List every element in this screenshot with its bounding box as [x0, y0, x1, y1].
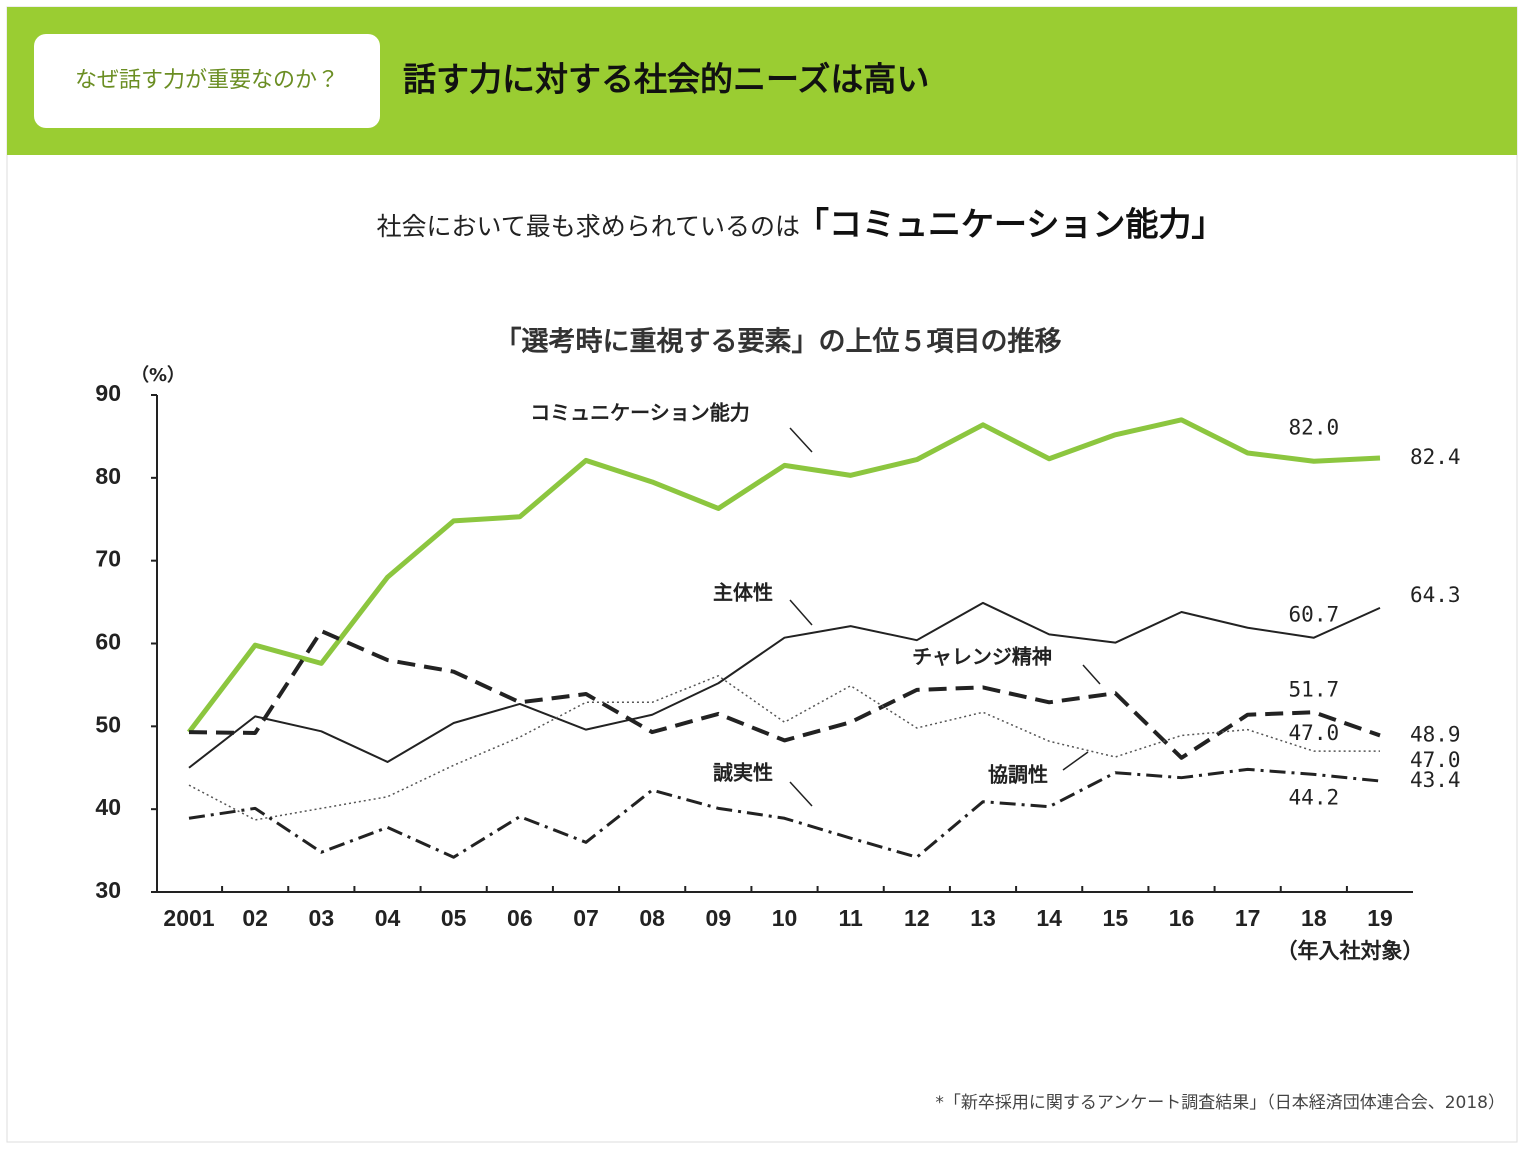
x-note: （年入社対象）	[1277, 939, 1424, 963]
leader-line	[1082, 664, 1101, 685]
y-tick-label: 80	[95, 463, 121, 489]
value-label: 47.0	[1289, 721, 1340, 745]
x-tick-label: 10	[772, 905, 798, 931]
subtitle-lead: 社会において最も求められているのは	[376, 212, 800, 241]
x-tick-label: 12	[904, 905, 930, 931]
leader-line	[1062, 751, 1089, 771]
series-line	[188, 629, 1381, 760]
value-label: 44.2	[1289, 785, 1340, 809]
x-tick-label: 02	[242, 905, 268, 931]
x-tick-label: 05	[441, 905, 467, 931]
value-label: 82.4	[1410, 445, 1461, 469]
x-tick-label: 07	[573, 905, 599, 931]
series-name: 協調性	[988, 763, 1048, 787]
x-tick-label: 16	[1169, 905, 1195, 931]
x-tick-label: 13	[970, 905, 996, 931]
y-tick-label: 70	[95, 546, 121, 572]
leader-line	[789, 599, 813, 626]
value-label: 48.9	[1410, 722, 1461, 746]
footnote: *「新卒採用に関するアンケート調査結果」（日本経済団体連合会、2018）	[935, 1093, 1505, 1113]
y-tick-label: 50	[95, 711, 121, 737]
subtitle-emphasis: 「コミュニケーション能力」	[796, 205, 1224, 244]
value-label: 43.4	[1410, 768, 1461, 792]
header-tag: なぜ話す力が重要なのか？	[75, 68, 339, 93]
y-tick-label: 90	[95, 380, 121, 406]
header-title: 話す力に対する社会的ニーズは高い	[403, 60, 929, 99]
y-tick-label: 40	[95, 794, 121, 820]
series-name: コミュニケーション能力	[530, 401, 750, 425]
x-tick-label: 06	[507, 905, 533, 931]
value-label: 64.3	[1410, 583, 1461, 607]
series-name: 誠実性	[713, 761, 773, 785]
header-tag-box	[34, 34, 380, 128]
y-unit: （%）	[131, 365, 185, 386]
x-tick-label: 03	[309, 905, 335, 931]
series-line	[188, 767, 1381, 859]
x-tick-label: 04	[375, 905, 401, 931]
x-tick-label: 17	[1235, 905, 1261, 931]
x-tick-label: 11	[839, 905, 864, 931]
value-label: 60.7	[1289, 603, 1340, 627]
x-tick-label: 15	[1103, 905, 1129, 931]
series-line	[188, 601, 1381, 769]
x-tick-label: 08	[639, 905, 665, 931]
leader-line	[789, 781, 813, 807]
value-label: 47.0	[1410, 748, 1461, 772]
chart-title: 「選考時に重視する要素」の上位５項目の推移	[495, 326, 1062, 358]
x-tick-label: 18	[1301, 905, 1327, 931]
y-tick-label: 60	[95, 629, 121, 655]
value-label: 82.0	[1289, 415, 1340, 439]
y-tick-label: 30	[95, 877, 121, 903]
x-tick-label: 2001	[163, 905, 214, 931]
series-name: 主体性	[713, 581, 773, 605]
x-tick-label: 19	[1367, 905, 1393, 931]
series-line	[187, 417, 1381, 734]
x-tick-label: 14	[1036, 905, 1062, 931]
card	[6, 6, 1518, 1143]
value-label: 51.7	[1289, 677, 1340, 701]
series-name: チャレンジ精神	[912, 645, 1052, 669]
x-tick-label: 09	[706, 905, 732, 931]
leader-line	[789, 427, 813, 453]
